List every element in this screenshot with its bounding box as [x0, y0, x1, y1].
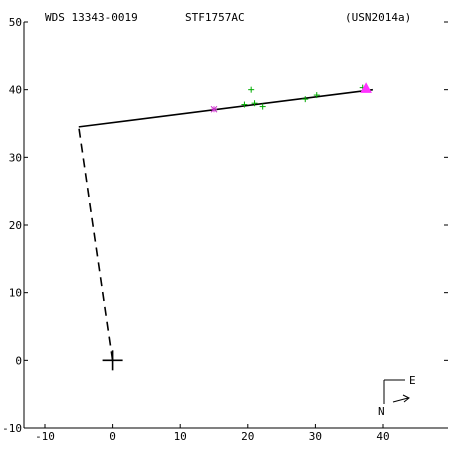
compass-rose: E N	[378, 374, 416, 418]
latest-point	[360, 82, 372, 93]
y-tick-label: 0	[15, 354, 22, 367]
x-tick-label: 40	[376, 430, 389, 443]
compass-north-label: N	[378, 405, 385, 418]
y-tick-label: 20	[9, 219, 22, 232]
orbit-line	[78, 88, 373, 128]
y-tick-label: 10	[9, 287, 22, 300]
arrow-right-icon	[392, 394, 410, 403]
y-tick-label: 50	[9, 16, 22, 29]
axis-tick-labels: -10 0 10 20 30 40 50 -10 0 10 20 30 40	[2, 16, 390, 443]
y-tick-label: -10	[2, 422, 22, 435]
dashed-line	[78, 126, 114, 361]
x-tick-label: 0	[109, 430, 116, 443]
compass-east-label: E	[409, 374, 416, 387]
y-tick-label: 40	[9, 84, 22, 97]
y-tick-label: 30	[9, 151, 22, 164]
wds-id-label: WDS 13343-0019	[45, 11, 138, 24]
x-tick-label: 30	[309, 430, 322, 443]
axis-ticks	[24, 21, 448, 429]
x-tick-label: 20	[241, 430, 254, 443]
axis-frame	[23, 22, 448, 429]
x-tick-label: 10	[174, 430, 187, 443]
discoverer-label: STF1757AC	[185, 11, 245, 24]
highlighted-point	[210, 105, 218, 113]
source-label: (USN2014a)	[345, 11, 411, 24]
data-series	[78, 82, 373, 371]
x-tick-label: -10	[35, 430, 55, 443]
